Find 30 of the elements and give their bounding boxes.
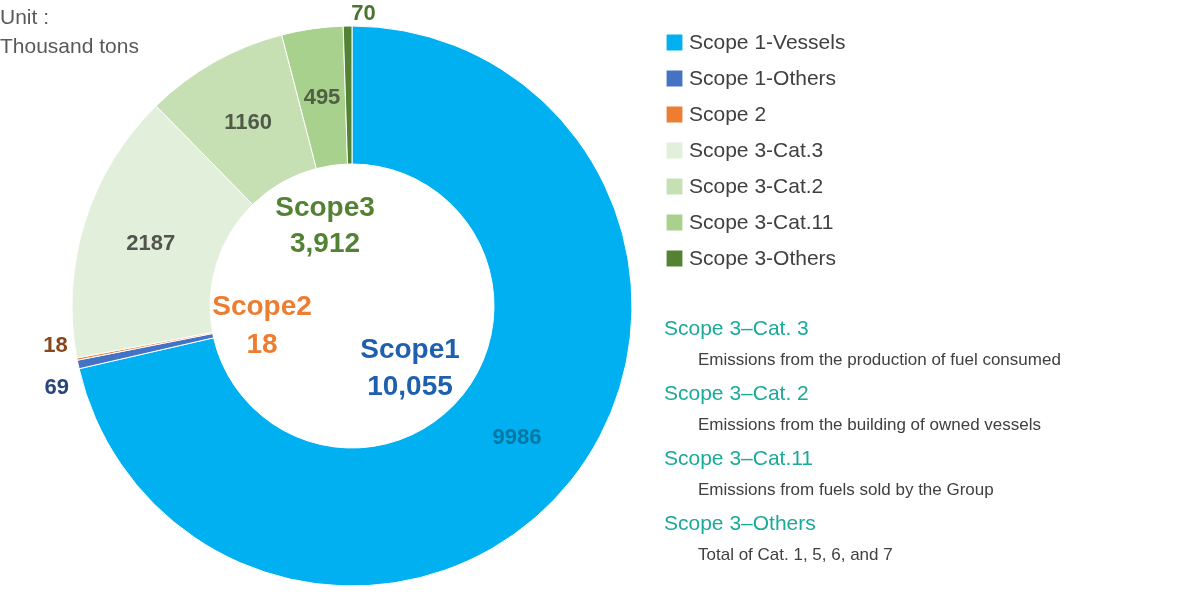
text: Scope 3–Others	[664, 511, 816, 534]
text: Scope 3–Cat.11	[664, 446, 814, 469]
data-label: 70	[351, 0, 376, 26]
text: Thousand tons	[0, 34, 139, 57]
text: Emissions from the production of fuel consumed	[698, 350, 1061, 369]
text: 3,912	[289, 227, 361, 258]
text: Total of Cat. 1, 5, 6, and 7	[698, 545, 893, 564]
data-label: 9986	[492, 424, 542, 450]
text: Unit :	[0, 5, 50, 28]
legend-label: Scope 2	[689, 101, 767, 125]
text: Emissions from fuels sold by the Group	[698, 480, 994, 499]
text: Scope2	[212, 290, 312, 321]
text: Emissions from the building of owned vessels	[698, 415, 1041, 434]
text: Scope 3–Cat. 2	[664, 381, 809, 404]
data-label: 1160	[224, 109, 273, 135]
data-label: 18	[43, 332, 68, 358]
legend-label: Scope 1-Vessels	[689, 29, 846, 53]
text: 10,055	[367, 370, 453, 401]
legend-label: Scope 1-Others	[689, 65, 837, 89]
text: Scope1	[360, 333, 460, 364]
legend-label: Scope 3-Cat.2	[689, 173, 824, 197]
data-label: 2187	[126, 229, 176, 255]
data-label: 69	[44, 374, 69, 400]
data-label: 495	[303, 84, 341, 110]
legend-label: Scope 3-Cat.11	[689, 209, 834, 233]
text: Scope3	[275, 191, 375, 222]
text: Scope 3–Cat. 3	[664, 316, 809, 339]
text: 18	[246, 328, 278, 359]
legend-label: Scope 3-Others	[689, 245, 837, 269]
legend-label: Scope 3-Cat.3	[689, 137, 824, 161]
